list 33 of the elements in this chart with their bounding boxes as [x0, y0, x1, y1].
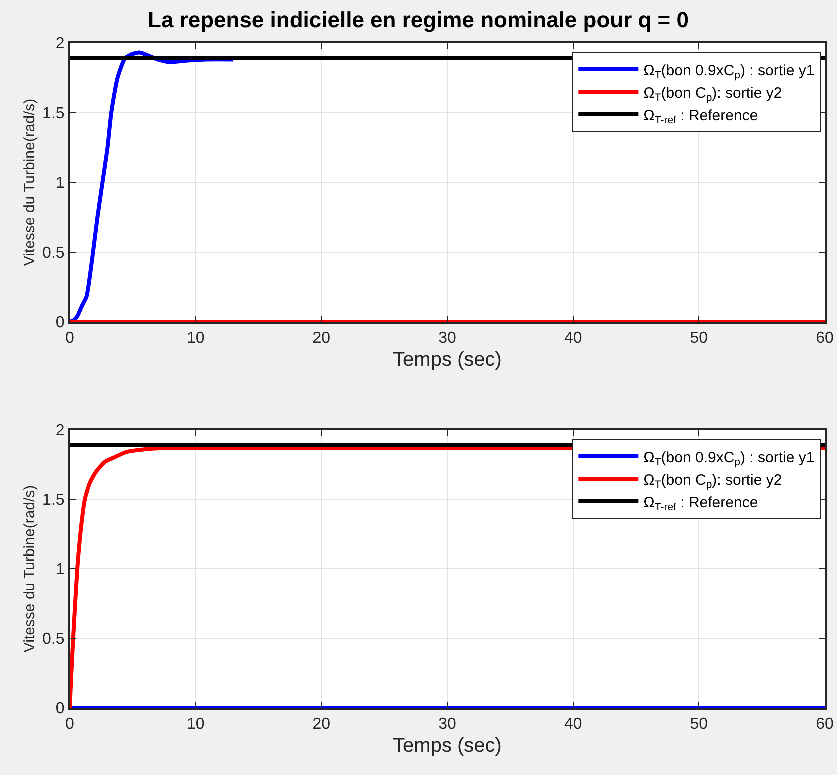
y-axis-title: Vitesse du Turbine(rad/s): [21, 98, 38, 266]
x-tick-label: 30: [438, 716, 456, 734]
x-tick-label: 60: [816, 716, 834, 734]
y-tick-label: 2: [56, 422, 65, 440]
legend-label: Ω$_{T}$(bon 0.9xC$_{p}$) : sortie y1: [644, 62, 815, 82]
x-tick-label: 30: [438, 330, 456, 348]
y-tick-label: 0: [56, 700, 65, 718]
y-tick-label: 1: [56, 175, 65, 192]
y-tick-label: 1.5: [42, 492, 65, 510]
x-tick-label: 10: [186, 716, 205, 734]
x-tick-label: 40: [564, 330, 582, 348]
legend-label: Ω$_{T}$(bon C$_{p}$): sortie y2: [644, 84, 782, 104]
x-tick-label: 10: [186, 330, 205, 348]
chart-title: La repense indicielle en regime nominale pour q = 0: [148, 8, 689, 33]
y-tick-label: 0.5: [42, 244, 65, 262]
y-tick-label: 0: [56, 314, 65, 332]
legend-label: Ω$_{T}$(bon C$_{p}$): sortie y2: [644, 472, 782, 492]
legend-label: Ω$_{T-ref}$ : Reference: [644, 107, 758, 127]
y-tick-label: 0.5: [42, 631, 65, 648]
x-tick-label: 60: [816, 330, 834, 348]
x-axis-title: Temps (sec): [393, 735, 502, 758]
x-axis-title: Temps (sec): [393, 349, 502, 372]
y-tick-label: 2: [56, 36, 65, 53]
y-axis-title: Vitesse du Turbine(rad/s): [21, 485, 38, 653]
x-tick-label: 50: [690, 716, 708, 734]
x-tick-label: 50: [690, 330, 708, 348]
x-tick-label: 20: [312, 716, 331, 734]
legend-label: Ω$_{T-ref}$ : Reference: [644, 494, 758, 514]
x-tick-label: 40: [564, 716, 582, 734]
y-tick-label: 1.5: [42, 105, 65, 122]
legend-label: Ω$_{T}$(bon 0.9xC$_{p}$) : sortie y1: [644, 449, 815, 469]
x-tick-label: 20: [312, 330, 331, 348]
y-tick-label: 1: [56, 562, 65, 579]
